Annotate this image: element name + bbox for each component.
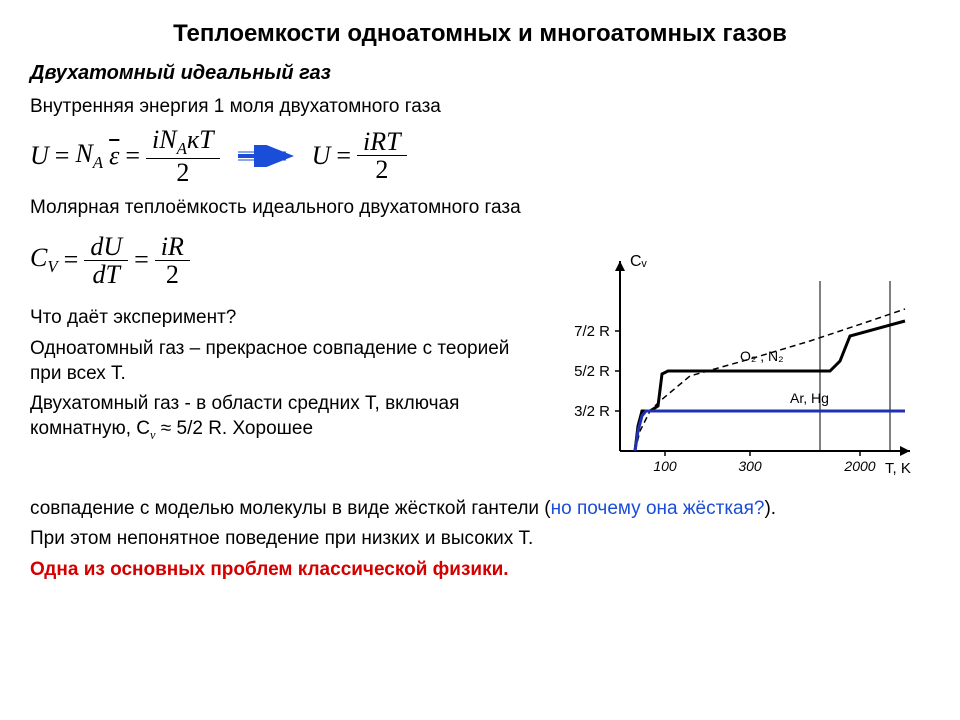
line-diatomic-1: Двухатомный газ - в области средних Т, в… xyxy=(30,392,530,443)
f2-C: CV xyxy=(30,243,58,277)
line-unclear: При этом непонятное поведение при низких… xyxy=(30,527,930,552)
line-diatomic-2: совпадение с моделью молекулы в виде жёс… xyxy=(30,497,930,522)
f1-eps: ε xyxy=(109,141,119,171)
svg-text:Сᵥ: Сᵥ xyxy=(630,253,648,270)
formula1-left: U = NA ε = iNAкT 2 xyxy=(30,126,220,186)
svg-text:5/2 R: 5/2 R xyxy=(574,363,610,380)
line-experiment: Что даёт эксперимент? xyxy=(30,306,530,331)
f1-eq2: = xyxy=(125,141,140,171)
f2-eq1: = xyxy=(64,245,79,275)
f1-NA: NA xyxy=(75,139,103,173)
f2-frac1: dU dT xyxy=(84,233,128,289)
line-internal-energy: Внутренняя энергия 1 моля двухатомного г… xyxy=(30,95,930,120)
f1-eq3: = xyxy=(336,141,351,171)
f1-eq1: = xyxy=(55,141,70,171)
formula1-right: U = iRT 2 xyxy=(312,128,407,184)
arrow-icon xyxy=(236,145,296,167)
svg-text:3/2 R: 3/2 R xyxy=(574,403,610,420)
line-mono: Одноатомный газ – прекрасное совпадение … xyxy=(30,337,530,386)
cv-chart: Сᵥ T, K 3/2 R 5/2 R 7/2 R 100 300 2000 O₂ , N₂ Ar… xyxy=(550,231,930,491)
f2-eq2: = xyxy=(134,245,149,275)
f1-frac1: iNAкT 2 xyxy=(146,126,220,186)
svg-text:2000: 2000 xyxy=(843,458,875,474)
svg-text:7/2 R: 7/2 R xyxy=(574,323,610,340)
line-molar-cap: Молярная теплоёмкость идеального двухато… xyxy=(30,196,930,221)
svg-text:O₂ , N₂: O₂ , N₂ xyxy=(740,348,784,364)
svg-text:T, K: T, K xyxy=(885,460,911,477)
svg-text:Ar, Hg: Ar, Hg xyxy=(790,390,829,406)
f1-U1: U xyxy=(30,141,49,171)
f1-frac2: iRT 2 xyxy=(357,128,407,184)
svg-text:300: 300 xyxy=(738,458,762,474)
line-red: Одна из основных проблем классической фи… xyxy=(30,558,930,583)
svg-text:100: 100 xyxy=(653,458,677,474)
formula-1: U = NA ε = iNAкT 2 U = iRT 2 xyxy=(30,126,930,186)
subtitle: Двухатомный идеальный газ xyxy=(30,62,930,85)
f2-frac2: iR 2 xyxy=(155,233,190,289)
formula-2: CV = dU dT = iR 2 xyxy=(30,233,530,289)
page-title: Теплоемкости одноатомных и многоатомных … xyxy=(30,20,930,48)
f1-U2: U xyxy=(312,141,331,171)
